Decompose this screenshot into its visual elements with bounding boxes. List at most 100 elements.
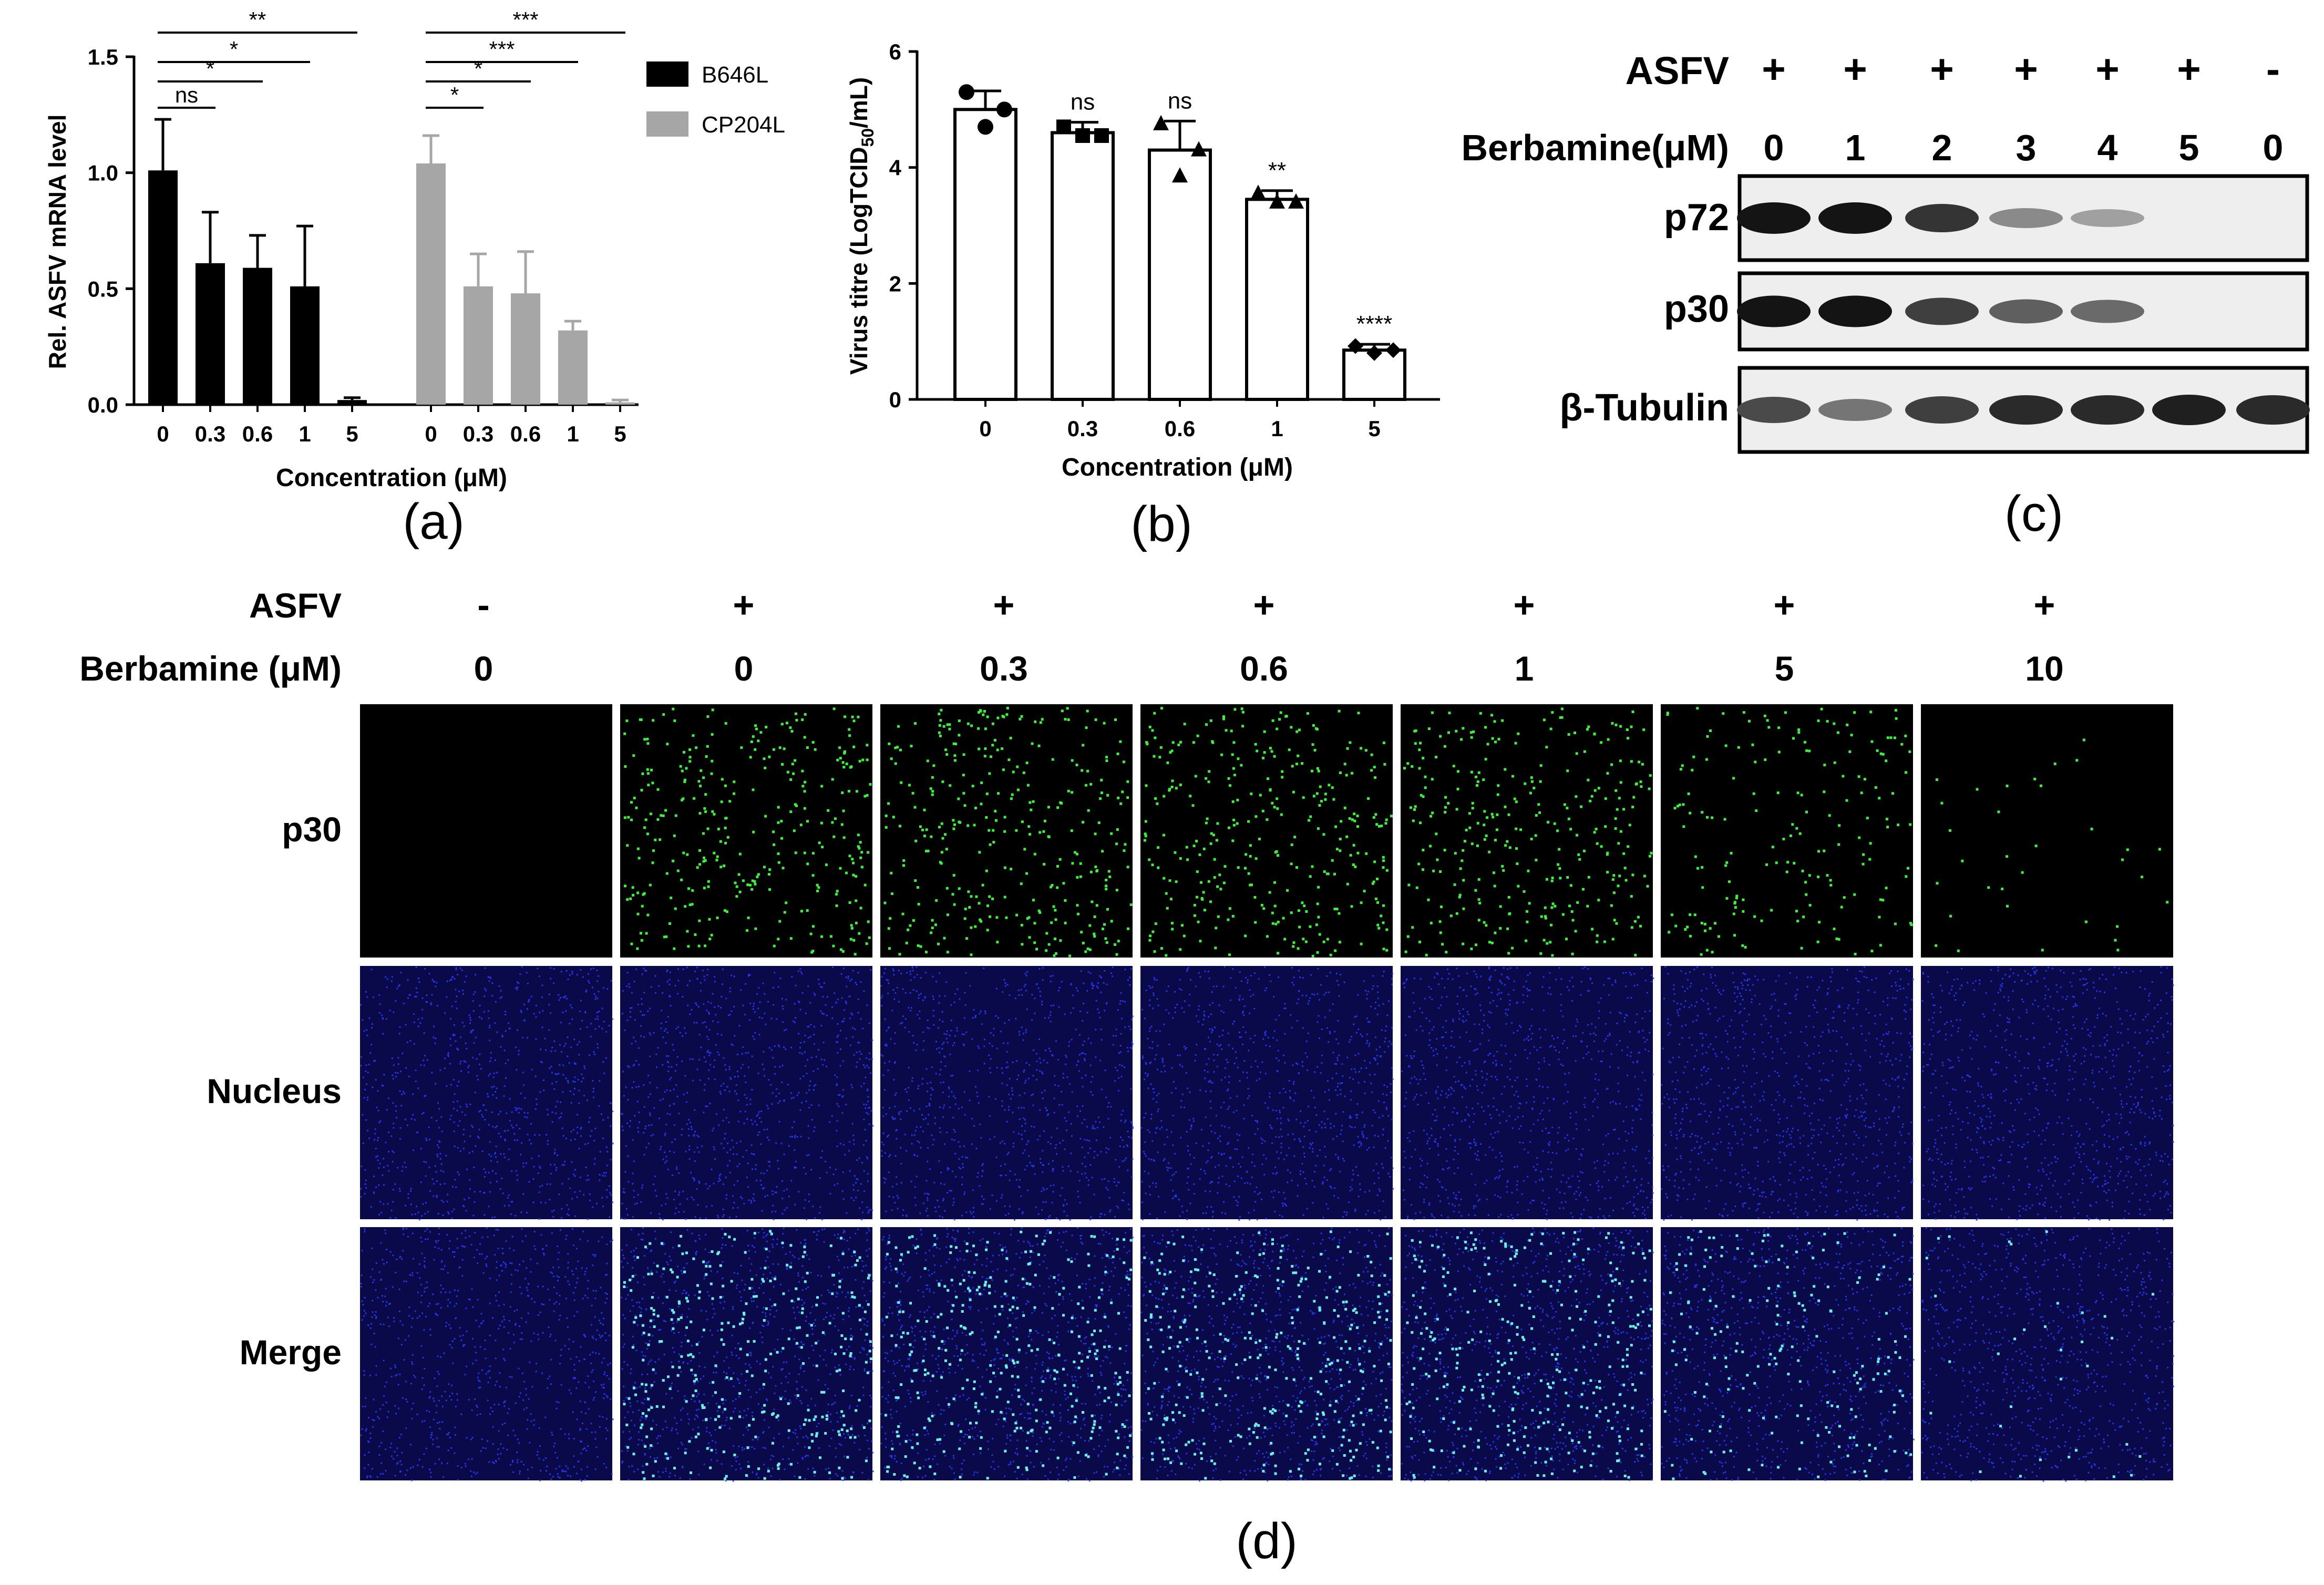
wb-berbamine-value: 0 [2263, 127, 2284, 168]
wb-asfv-value: + [1930, 46, 1954, 92]
panel-b-point [959, 84, 974, 100]
panel-b-ylabel-end: /mL) [845, 77, 872, 128]
panel-a-ylabel: Rel. ASFV mRNA level [44, 115, 71, 369]
if-cell-bg [1661, 1227, 1913, 1480]
wb-band-label: β-Tubulin [1560, 387, 1730, 429]
panel-a-x-tick-label: 0 [157, 421, 169, 446]
panel-a-x-tick-label: 5 [614, 421, 626, 446]
wb-berbamine-label: Berbamine(μM) [1461, 127, 1729, 168]
if-p30-dots [623, 707, 872, 956]
if-nucleus-dots [1140, 1227, 1393, 1482]
wb-berbamine-value: 3 [2016, 127, 2037, 168]
wb-band-label: p72 [1664, 197, 1729, 239]
panel-b-y-tick-label: 6 [889, 39, 901, 64]
if-asfv-value: + [1774, 584, 1795, 625]
if-asfv-value: + [733, 584, 755, 625]
panel-c-western-blot: ASFV Berbamine(μM) + + + + + + - 0 1 2 3 4 5 0 p72 p30… [1461, 46, 2310, 542]
if-cell [1661, 966, 1914, 1221]
if-cell-bg [1401, 966, 1653, 1219]
panel-a-sig-label: *** [489, 37, 515, 61]
panel-a-legend-swatch [646, 61, 688, 87]
wb-asfv-label: ASFV [1626, 49, 1729, 92]
if-cell [1140, 1227, 1393, 1482]
panel-a-bar [196, 263, 225, 405]
if-cell [1921, 1227, 2175, 1482]
panel-a-sig-label: *** [512, 7, 538, 32]
panel-d-fluorescence: ASFV Berbamine (μM) - + + + + + +0 0 0.3 0.6 1 5 10 … [79, 584, 2175, 1569]
if-cell-bg [1140, 1227, 1393, 1480]
panel-a-x-tick-label: 0 [425, 421, 437, 446]
panel-b-point [1348, 338, 1363, 354]
wb-band [1818, 399, 1892, 421]
wb-blot-1: p30 [1664, 271, 2309, 352]
wb-band-label: p30 [1664, 288, 1729, 330]
wb-berbamine-value: 4 [2097, 127, 2118, 168]
if-cell-bg [1921, 704, 2173, 958]
panel-b-bar [1245, 198, 1309, 401]
if-asfv-value: - [477, 584, 489, 625]
wb-band [1818, 202, 1892, 234]
if-cell [1140, 966, 1394, 1221]
if-berbamine-value: 1 [1515, 649, 1534, 688]
panel-a-significance: ns************ [158, 7, 625, 109]
panel-a-x-tick-label: 0.6 [510, 421, 541, 446]
wb-blot-0: p72 [1664, 174, 2309, 262]
panel-b-point [996, 101, 1012, 118]
panel-b-point [1094, 128, 1109, 143]
if-cell [620, 704, 872, 958]
if-cell [620, 966, 874, 1221]
panel-b-ylabel: Virus titre (LogTCID50/mL) [845, 77, 877, 375]
if-berbamine-value: 0.3 [980, 649, 1028, 688]
if-asfv-value: + [1514, 584, 1535, 625]
panel-b-x-tick-label: 1 [1271, 416, 1283, 441]
panel-a-bar [290, 286, 320, 405]
if-berbamine-value: 0 [474, 649, 493, 688]
panel-b-point [1288, 193, 1304, 209]
panel-b-bars: ns ns****** [953, 84, 1406, 402]
if-cell [1140, 704, 1393, 958]
panel-a-bar [148, 170, 178, 405]
if-asfv-value: + [1253, 584, 1275, 625]
panel-a-legend-label: B646L [702, 62, 768, 88]
panel-a-label: (a) [403, 493, 464, 550]
if-asfv-value: + [993, 584, 1015, 625]
wb-band [2071, 395, 2144, 425]
wb-asfv-value: + [2177, 46, 2201, 92]
if-cell-bg [1661, 966, 1913, 1219]
panel-b-point [1385, 342, 1401, 358]
if-cell [880, 1227, 1134, 1482]
panel-b-point [978, 119, 993, 135]
if-asfv-value: + [2034, 584, 2055, 625]
panel-a-y-tick-label: 0.5 [88, 276, 118, 301]
if-cell [880, 704, 1133, 958]
if-row-label: p30 [282, 810, 342, 849]
wb-asfv-value: + [2095, 46, 2120, 92]
panel-b-point [1269, 193, 1285, 209]
if-cell [1661, 704, 1913, 958]
if-asfv-label: ASFV [249, 586, 342, 625]
if-cell [1921, 966, 2174, 1221]
panel-b-sig-label: ** [1268, 158, 1286, 183]
if-cell [1401, 966, 1654, 1220]
panel-b-x-tick-label: 0 [979, 416, 991, 441]
panel-b-point [1075, 128, 1090, 143]
wb-band [1737, 397, 1811, 423]
wb-berbamine-value: 2 [1932, 127, 1952, 168]
wb-band [1905, 204, 1979, 232]
if-cell [880, 966, 1134, 1221]
panel-b-sig-label: ns [1071, 89, 1095, 115]
if-cell-bg [1921, 1227, 2173, 1480]
panel-b-label: (b) [1130, 496, 1192, 552]
wb-band [1737, 202, 1811, 234]
if-p30-dots [884, 1230, 1133, 1480]
panel-b-point [1153, 115, 1169, 130]
panel-a-x-tick-label: 5 [346, 421, 358, 446]
wb-band [1905, 297, 1979, 325]
panel-a-legend-label: CP204L [702, 112, 785, 138]
panel-a-bar [605, 402, 635, 405]
wb-band [1989, 395, 2063, 425]
panel-b-y-tick-label: 2 [889, 271, 901, 296]
if-p30-dots [1143, 1230, 1392, 1480]
